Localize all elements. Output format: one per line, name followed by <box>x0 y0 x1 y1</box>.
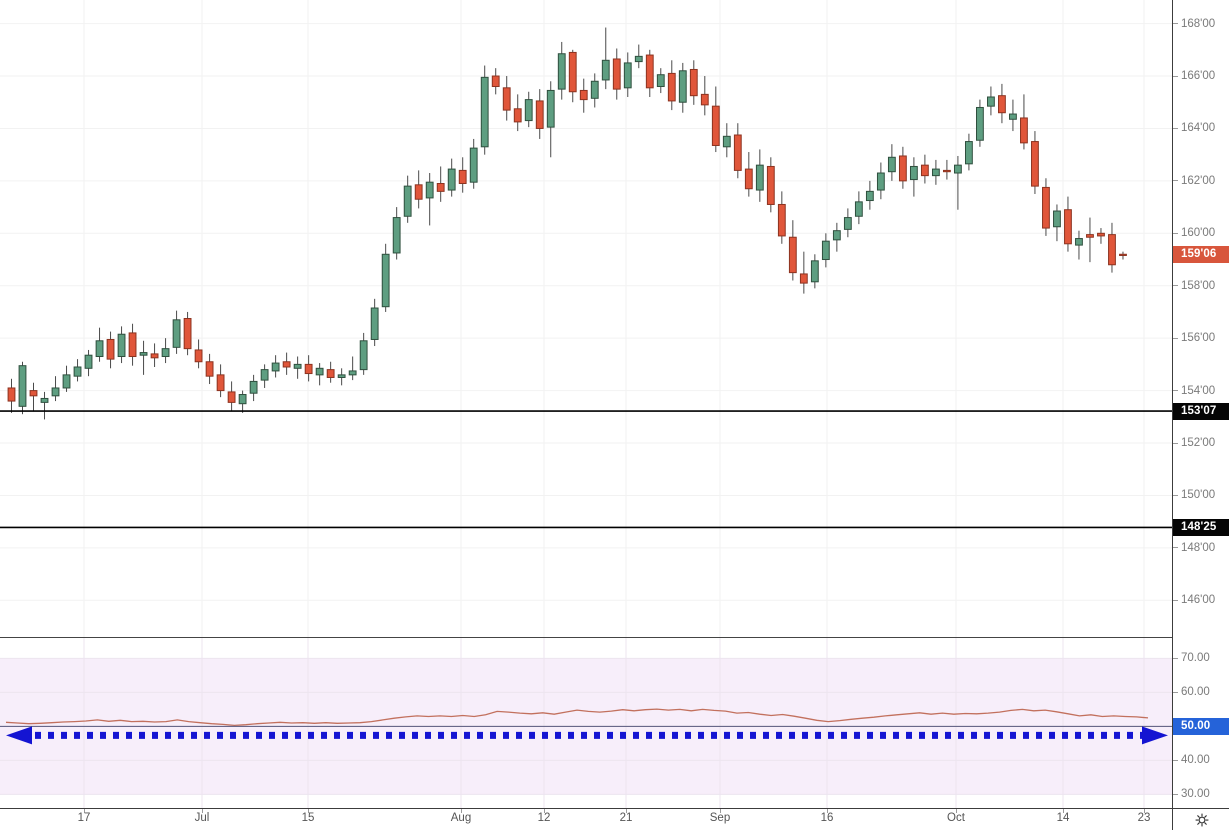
time-axis-tick-mark <box>1063 809 1064 813</box>
time-axis-tick-mark <box>1144 809 1145 813</box>
time-axis-tick-mark <box>720 809 721 813</box>
pane-divider <box>0 637 1172 638</box>
time-axis-tick-mark <box>626 809 627 813</box>
price-candlestick-svg <box>0 0 1172 637</box>
price-axis-tick: 154'00 <box>1173 384 1229 398</box>
time-axis[interactable]: 17 Jul 15 Aug 12 21 Sep 16 Oct 14 23 <box>0 808 1229 830</box>
time-axis-tick: 12 <box>537 812 551 824</box>
price-axis-tick: 158'00 <box>1173 279 1229 293</box>
time-axis-tick: Sep <box>709 812 731 824</box>
time-axis-tick: 15 <box>301 812 315 824</box>
rsi-axis-tick: 40.00 <box>1173 753 1229 767</box>
rsi-indicator-pane[interactable] <box>0 638 1172 808</box>
price-axis-tick: 166'00 <box>1173 69 1229 83</box>
price-axis-tick: 156'00 <box>1173 331 1229 345</box>
time-axis-tick: 23 <box>1137 812 1151 824</box>
price-axis-tick: 168'00 <box>1173 17 1229 31</box>
rsi-axis-tick: 30.00 <box>1173 787 1229 801</box>
axis-settings-corner[interactable] <box>1172 808 1229 830</box>
last-price-badge[interactable]: 159'06 <box>1173 246 1229 264</box>
price-axis-tick: 150'00 <box>1173 488 1229 502</box>
chart-plot-wrapper[interactable] <box>0 0 1172 808</box>
price-chart-pane[interactable] <box>0 0 1172 637</box>
time-axis-tick-mark <box>202 809 203 813</box>
time-axis-tick: Jul <box>194 812 210 824</box>
time-axis-tick-mark <box>956 809 957 813</box>
gear-icon[interactable] <box>1194 812 1209 827</box>
price-axis-tick: 148'00 <box>1173 541 1229 555</box>
time-axis-tick-mark <box>84 809 85 813</box>
time-axis-tick-mark <box>827 809 828 813</box>
time-axis-tick-mark <box>544 809 545 813</box>
price-axis-tick: 164'00 <box>1173 121 1229 135</box>
time-axis-tick: Oct <box>947 812 965 824</box>
rsi-axis-tick: 70.00 <box>1173 651 1229 665</box>
time-axis-tick: 14 <box>1056 812 1070 824</box>
price-axis-tick: 160'00 <box>1173 226 1229 240</box>
price-axis-tick: 152'00 <box>1173 436 1229 450</box>
rsi-svg <box>0 638 1172 808</box>
price-axis-tick: 162'00 <box>1173 174 1229 188</box>
time-axis-tick: 21 <box>619 812 633 824</box>
price-level-badge[interactable]: 153'07 <box>1173 402 1229 420</box>
time-axis-tick-mark <box>308 809 309 813</box>
rsi-axis-tick: 60.00 <box>1173 685 1229 699</box>
time-axis-tick: 17 <box>77 812 91 824</box>
time-axis-tick: 16 <box>820 812 834 824</box>
price-axis-tick: 146'00 <box>1173 593 1229 607</box>
price-level-badge[interactable]: 148'25 <box>1173 518 1229 536</box>
rsi-level-badge[interactable]: 50.00 <box>1173 717 1229 735</box>
time-axis-tick-mark <box>461 809 462 813</box>
price-axis[interactable]: 168'00 166'00 164'00 162'00 160'00 158'00 156'… <box>1172 0 1229 808</box>
time-axis-tick: Aug <box>450 812 472 824</box>
